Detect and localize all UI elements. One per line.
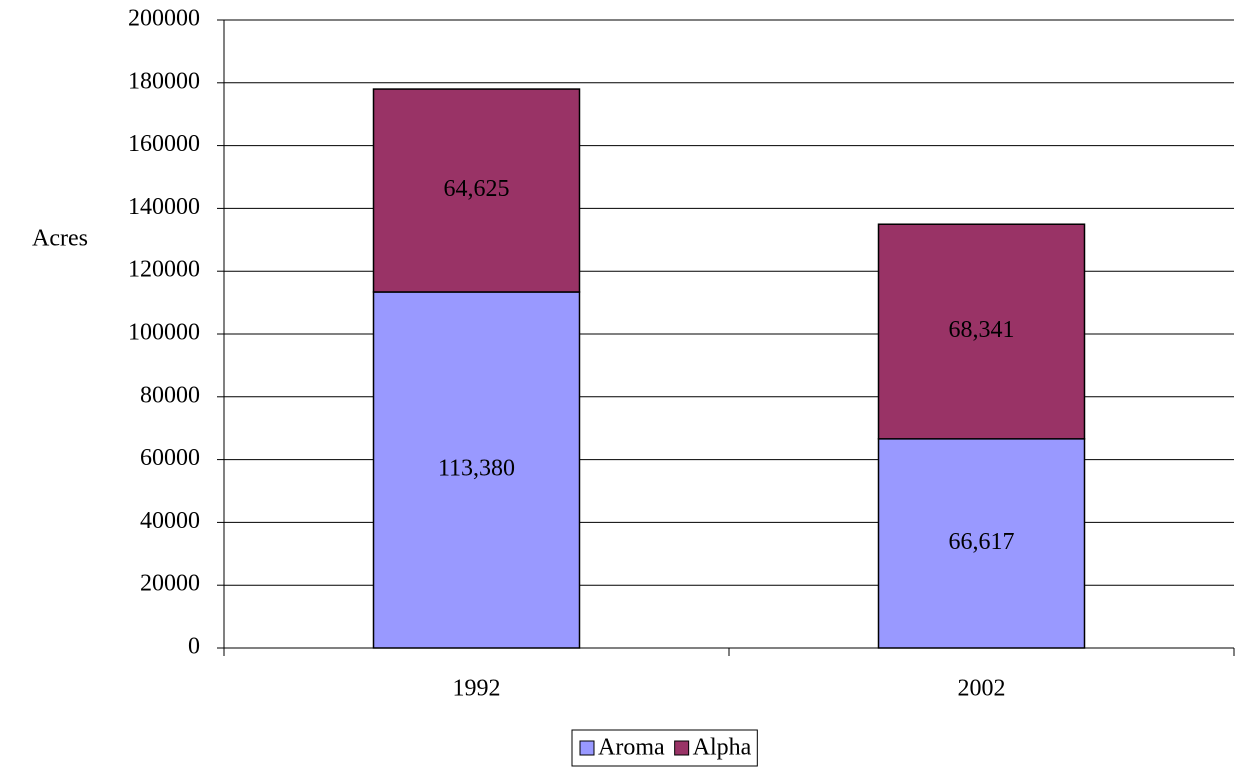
legend-label: Alpha <box>693 735 752 761</box>
data-label: 64,625 <box>444 176 510 202</box>
legend-swatch <box>674 740 690 756</box>
y-tick-label: 60000 <box>140 445 200 471</box>
y-tick-label: 0 <box>188 634 200 660</box>
y-tick-label: 160000 <box>128 131 200 157</box>
y-tick-label: 140000 <box>128 194 200 220</box>
y-tick-label: 40000 <box>140 508 200 534</box>
x-tick-label: 2002 <box>958 676 1006 702</box>
legend-label: Aroma <box>598 735 665 761</box>
y-axis-label: Acres <box>32 226 88 252</box>
data-label: 113,380 <box>438 455 515 481</box>
data-label: 68,341 <box>949 317 1015 343</box>
y-tick-label: 80000 <box>140 382 200 408</box>
y-tick-label: 100000 <box>128 320 200 346</box>
y-tick-label: 180000 <box>128 68 200 94</box>
bar-segment <box>877 223 1086 440</box>
data-label: 66,617 <box>949 529 1015 555</box>
bar-segment <box>372 88 581 293</box>
y-tick-label: 120000 <box>128 257 200 283</box>
bar-segment <box>372 291 581 649</box>
y-tick-label: 20000 <box>140 571 200 597</box>
legend-box <box>571 729 758 767</box>
legend-swatch <box>579 740 595 756</box>
x-tick-label: 1992 <box>453 676 501 702</box>
y-tick-label: 200000 <box>128 6 200 32</box>
